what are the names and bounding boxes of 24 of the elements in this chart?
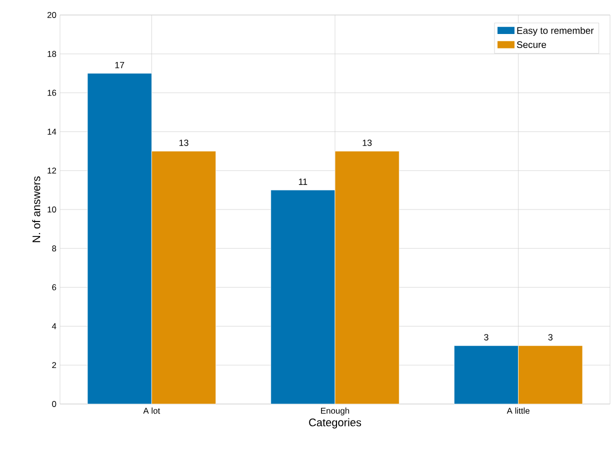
data-label: 13	[179, 140, 188, 146]
y-tick-label: 4	[52, 323, 56, 330]
y-tick-label: 6	[52, 284, 56, 290]
legend-label: Easy to remember	[517, 26, 594, 36]
y-tick-label: 16	[48, 90, 56, 96]
x-tick-label: A lot	[143, 408, 160, 414]
y-tick-label: 10	[48, 206, 56, 212]
y-tick-label: 20	[47, 12, 56, 18]
y-axis-title: N. of answers	[32, 176, 40, 242]
data-label: 3	[484, 334, 488, 340]
y-tick-label: 12	[48, 168, 56, 174]
data-label: 13	[362, 140, 372, 146]
x-tick-label: Enough	[321, 408, 350, 416]
data-label: 11	[298, 178, 308, 185]
y-tick-label: 18	[48, 50, 56, 57]
y-tick-label: 0	[52, 401, 56, 407]
y-tick-label: 2	[52, 362, 56, 368]
y-tick-label: 14	[48, 128, 56, 135]
x-axis-title: Categories	[309, 418, 362, 428]
legend-label: Secure	[516, 41, 546, 48]
y-tick-label: 8	[52, 245, 56, 252]
data-label: 17	[115, 62, 124, 68]
data-label: 3	[548, 334, 553, 340]
x-tick-label: A little	[506, 408, 530, 414]
